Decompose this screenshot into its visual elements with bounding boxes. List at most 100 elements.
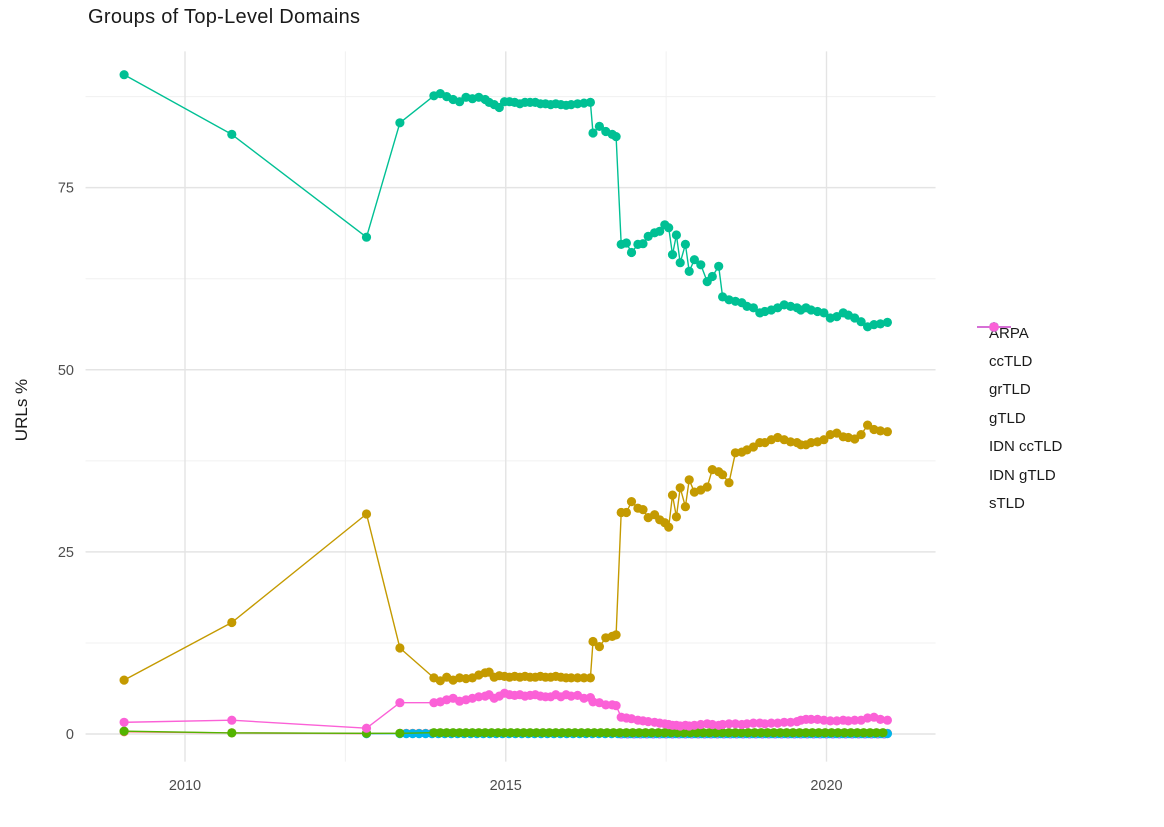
data-point <box>724 719 734 729</box>
data-point <box>585 673 596 683</box>
legend-label: ccTLD <box>989 353 1033 371</box>
data-point <box>588 128 598 138</box>
data-point <box>621 728 632 738</box>
data-point <box>594 121 605 131</box>
data-point <box>680 502 691 512</box>
data-point <box>429 728 439 738</box>
data-point <box>748 303 759 313</box>
data-point <box>395 698 405 708</box>
data-point <box>679 728 689 738</box>
data-point <box>601 700 611 710</box>
legend-item-idn-cctld: IDN ccTLD <box>976 322 1062 461</box>
data-point <box>660 728 670 738</box>
legend: ARPA ccTLD grTLD gTLD IDN ccTLD IDN gTLD sTLD <box>976 319 1062 518</box>
data-point <box>573 673 583 683</box>
data-point <box>361 509 372 519</box>
data-point <box>227 617 237 628</box>
data-point <box>696 260 706 270</box>
data-point <box>748 442 759 452</box>
data-point <box>506 728 516 738</box>
data-point <box>621 507 632 518</box>
data-point <box>882 715 893 725</box>
data-point <box>634 728 644 738</box>
data-point <box>608 728 619 738</box>
series-gtld <box>119 70 893 332</box>
data-point <box>395 728 405 738</box>
data-point <box>531 728 542 738</box>
data-point <box>594 642 605 652</box>
data-point <box>878 728 888 738</box>
data-point <box>833 728 843 738</box>
data-point <box>807 728 818 738</box>
data-point <box>395 643 405 653</box>
data-point <box>626 497 637 507</box>
data-point <box>882 427 893 437</box>
data-point <box>863 420 873 430</box>
legend-label: grTLD <box>989 381 1031 399</box>
chart-title: Groups of Top-Level Domains <box>88 6 361 28</box>
data-point <box>689 255 700 265</box>
data-point <box>850 434 860 444</box>
data-point <box>667 490 678 500</box>
data-point <box>442 728 452 738</box>
data-point <box>557 728 567 738</box>
data-point <box>667 250 678 260</box>
data-point <box>570 728 580 738</box>
data-point <box>814 728 824 738</box>
data-point <box>421 729 431 739</box>
data-point <box>852 728 862 738</box>
data-point <box>564 728 574 738</box>
legend-item-gtld: gTLD <box>976 322 1062 432</box>
data-point <box>730 728 741 738</box>
data-point <box>820 728 830 738</box>
data-point <box>448 728 458 738</box>
data-point <box>455 97 465 107</box>
data-point <box>611 701 621 711</box>
data-point <box>499 728 510 738</box>
data-point <box>588 636 598 647</box>
legend-label: IDN gTLD <box>989 466 1056 484</box>
data-point <box>664 223 674 233</box>
data-point <box>718 470 728 480</box>
y-axis-tick-labels: 0 25 50 75 <box>58 181 74 743</box>
data-point <box>664 522 674 532</box>
data-point <box>611 630 621 640</box>
data-point <box>519 728 529 738</box>
y-tick-label: 25 <box>58 545 74 561</box>
data-point <box>846 728 856 738</box>
data-point <box>638 505 648 515</box>
data-point <box>512 728 522 738</box>
data-point <box>769 728 779 738</box>
data-point <box>724 728 734 738</box>
data-point <box>766 718 776 728</box>
data-point <box>621 238 632 248</box>
data-point <box>480 728 490 738</box>
data-point <box>702 482 712 492</box>
data-point <box>671 512 682 522</box>
y-tick-label: 50 <box>58 363 74 379</box>
data-point <box>461 728 471 738</box>
data-point <box>692 728 702 738</box>
data-point <box>626 247 637 258</box>
data-point <box>698 728 708 738</box>
data-point <box>856 317 866 327</box>
data-point <box>825 716 835 726</box>
y-tick-label: 75 <box>58 181 74 197</box>
x-tick-label: 2010 <box>169 778 201 794</box>
data-point <box>788 728 798 738</box>
legend-item-cctld: ccTLD <box>976 322 1062 375</box>
data-point <box>856 430 866 440</box>
data-point <box>827 728 837 738</box>
data-point <box>871 728 882 738</box>
data-point <box>675 483 685 493</box>
data-point <box>671 230 682 240</box>
data-point <box>602 728 612 738</box>
legend-item-idn-gtld: IDN gTLD <box>976 322 1062 489</box>
data-point <box>474 728 484 738</box>
data-point <box>875 319 886 329</box>
data-point <box>585 97 596 107</box>
data-point <box>487 728 497 738</box>
data-point <box>680 239 691 249</box>
data-point <box>865 728 875 738</box>
data-point <box>119 70 129 80</box>
